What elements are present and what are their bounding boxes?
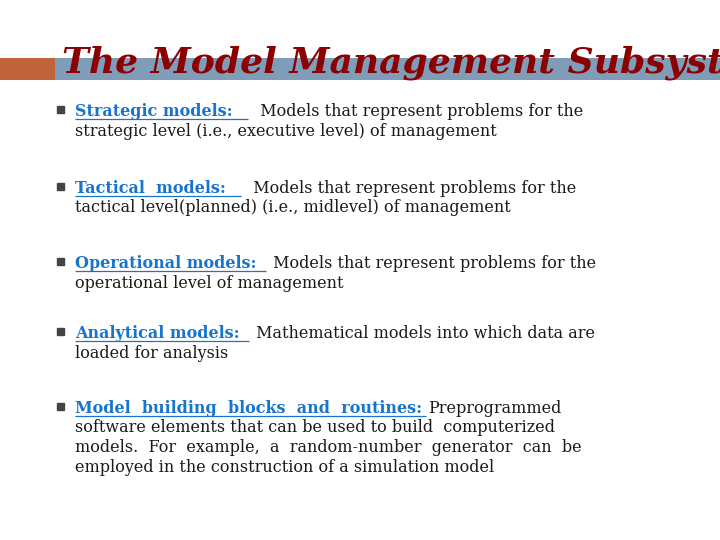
Text: employed in the construction of a simulation model: employed in the construction of a simula… <box>75 458 494 476</box>
Bar <box>57 403 64 410</box>
Text: software elements that can be used to build  computerized: software elements that can be used to bu… <box>75 420 555 436</box>
Text: Models that represent problems for the: Models that represent problems for the <box>250 103 582 120</box>
Text: Analytical models:: Analytical models: <box>75 325 251 342</box>
Text: The Model Management Subsystem: The Model Management Subsystem <box>62 46 720 80</box>
Text: Operational models:: Operational models: <box>75 255 268 272</box>
Bar <box>57 328 64 335</box>
Text: Preprogrammed: Preprogrammed <box>428 400 561 417</box>
Text: Strategic models:: Strategic models: <box>75 103 250 120</box>
Text: tactical level(planned) (i.e., midlevel) of management: tactical level(planned) (i.e., midlevel)… <box>75 199 510 217</box>
Bar <box>57 258 64 265</box>
Bar <box>0 58 55 80</box>
Text: loaded for analysis: loaded for analysis <box>75 345 228 361</box>
Text: Models that represent problems for the: Models that represent problems for the <box>268 255 596 272</box>
Text: operational level of management: operational level of management <box>75 274 343 292</box>
Text: Model  building  blocks  and  routines:: Model building blocks and routines: <box>75 400 428 417</box>
Bar <box>57 183 64 190</box>
Text: Tactical  models:: Tactical models: <box>75 180 243 197</box>
Text: strategic level (i.e., executive level) of management: strategic level (i.e., executive level) … <box>75 123 497 139</box>
Text: Mathematical models into which data are: Mathematical models into which data are <box>251 325 595 342</box>
Text: models.  For  example,  a  random-number  generator  can  be: models. For example, a random-number gen… <box>75 439 582 456</box>
Bar <box>0 58 720 80</box>
Bar <box>57 106 64 113</box>
Text: Models that represent problems for the: Models that represent problems for the <box>243 180 576 197</box>
